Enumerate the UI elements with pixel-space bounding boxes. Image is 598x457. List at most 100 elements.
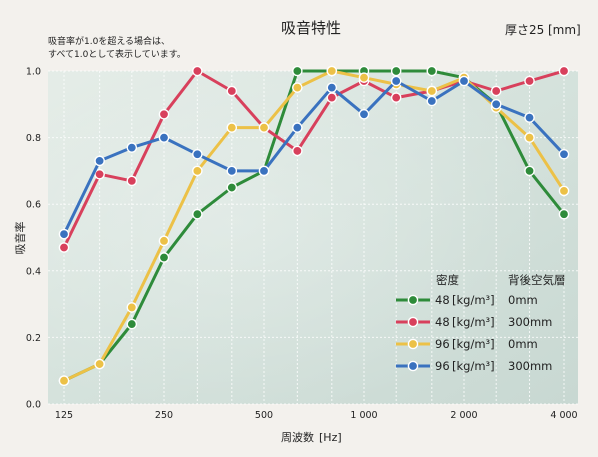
x-axis-label-unit: [Hz]: [319, 431, 342, 444]
data-point: [158, 235, 170, 247]
data-point: [58, 228, 70, 240]
legend-swatch-marker: [407, 338, 419, 350]
data-point: [192, 165, 203, 177]
data-point: [258, 165, 270, 177]
legend-swatch-marker: [407, 294, 419, 306]
grid: [48, 70, 578, 405]
data-point: [226, 85, 238, 97]
data-point: [558, 65, 570, 77]
data-point: [426, 95, 438, 107]
legend-density-unit: [kg/m³]: [452, 315, 495, 329]
data-point: [358, 108, 370, 120]
y-ticks: 0.0 0.2 0.4 0.6 0.8 1.0: [26, 67, 41, 411]
x-tick-label: 1 000: [350, 410, 377, 421]
y-tick-label: 0.8: [26, 133, 41, 144]
data-point: [158, 132, 170, 143]
legend-header-air-gap: 背後空気層: [508, 273, 566, 287]
data-point: [426, 85, 438, 97]
data-point: [192, 65, 203, 77]
legend-swatch-marker: [407, 360, 419, 372]
data-point: [126, 318, 138, 330]
data-point: [158, 252, 170, 263]
y-tick-label: 1.0: [26, 67, 41, 78]
note-line-1: 吸音率が1.0を超える場合は、: [48, 35, 170, 47]
legend-density-unit: [kg/m³]: [452, 293, 495, 307]
data-point: [524, 75, 535, 87]
legend-density: 48: [435, 293, 450, 307]
data-point: [390, 92, 402, 103]
legend-density: 96: [435, 337, 450, 351]
x-tick-label: 4 000: [550, 410, 577, 421]
chart-title: 吸音特性: [281, 19, 341, 37]
data-point: [226, 182, 238, 193]
note-line-2: すべて1.0として表示しています。: [48, 48, 186, 60]
x-tick-label: 2 000: [450, 410, 477, 421]
y-tick-label: 0.2: [26, 333, 41, 344]
data-point: [192, 208, 203, 220]
legend-air-gap: 300mm: [508, 315, 552, 329]
x-tick-label: 125: [55, 410, 73, 421]
legend-swatch-marker: [407, 316, 419, 328]
y-tick-label: 0.6: [26, 200, 41, 211]
data-point: [94, 168, 105, 180]
data-point: [490, 85, 502, 97]
data-point: [226, 122, 238, 133]
legend-item-0: 48 [kg/m³] 0mm: [396, 293, 538, 307]
data-point: [258, 122, 270, 133]
legend-density-unit: [kg/m³]: [452, 337, 495, 351]
data-point: [326, 82, 338, 93]
legend-density: 96: [435, 359, 450, 373]
thickness-value: 厚さ25: [505, 23, 544, 37]
data-point: [426, 65, 438, 77]
legend-header-density: 密度: [436, 273, 459, 287]
data-point: [126, 142, 138, 153]
x-axis-label: 周波数 [Hz]: [281, 431, 342, 444]
series-3: [58, 75, 570, 240]
data-point: [558, 208, 570, 220]
y-axis-label: 吸音率: [13, 222, 27, 255]
data-point: [58, 375, 70, 386]
y-tick-label: 0.4: [26, 266, 41, 277]
data-point: [326, 92, 338, 103]
plot-background-highlight: [48, 71, 578, 404]
data-point: [524, 112, 535, 123]
legend-item-2: 96 [kg/m³] 0mm: [396, 337, 538, 351]
data-point: [292, 82, 303, 93]
thickness-unit: [mm]: [548, 23, 581, 37]
data-point: [358, 72, 370, 83]
data-point: [524, 132, 535, 143]
data-point: [292, 65, 303, 77]
data-point: [292, 122, 303, 133]
data-point: [292, 145, 303, 157]
data-point: [326, 65, 338, 77]
legend-item-1: 48 [kg/m³] 300mm: [396, 315, 552, 329]
data-point: [524, 165, 535, 177]
data-point: [192, 148, 203, 160]
data-point: [94, 155, 105, 167]
x-axis-label-text: 周波数: [281, 431, 314, 444]
legend-air-gap: 0mm: [508, 293, 538, 307]
legend-air-gap: 300mm: [508, 359, 552, 373]
data-point: [226, 165, 238, 177]
data-point: [126, 302, 138, 313]
data-point: [390, 65, 402, 77]
legend-density: 48: [435, 315, 450, 329]
data-point: [126, 175, 138, 187]
x-ticks: 125 250 500 1 000 2 000 4 000: [55, 410, 578, 421]
data-point: [458, 75, 470, 87]
x-tick-label: 250: [155, 410, 173, 421]
x-tick-label: 500: [255, 410, 273, 421]
data-point: [558, 185, 570, 197]
data-point: [490, 99, 502, 110]
data-point: [390, 75, 402, 87]
series-layer: [58, 65, 570, 386]
legend-item-3: 96 [kg/m³] 300mm: [396, 359, 552, 373]
series-line: [62, 69, 565, 249]
y-tick-label: 0.0: [26, 400, 41, 411]
legend-air-gap: 0mm: [508, 337, 538, 351]
data-point: [158, 108, 170, 120]
thickness-label: 厚さ25 [mm]: [505, 23, 581, 37]
